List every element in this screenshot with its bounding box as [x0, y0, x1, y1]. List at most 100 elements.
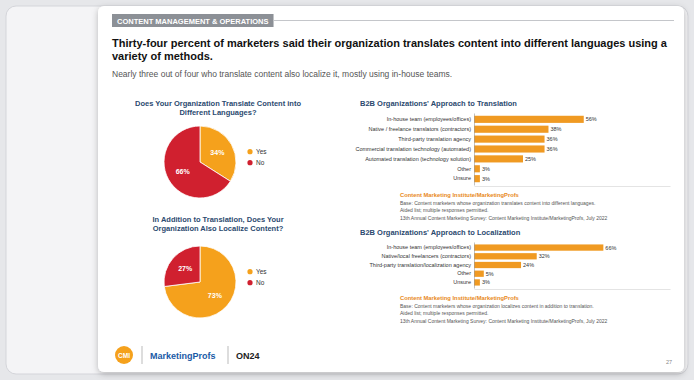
page-title: Thirty-four percent of marketers said th…	[112, 37, 668, 62]
tick-label: Automated translation (technology soluti…	[365, 156, 471, 162]
data-label: 32%	[539, 253, 550, 259]
page	[98, 6, 684, 372]
tick: In-house team (employees/offices)	[387, 244, 471, 250]
data-label: 34%	[210, 149, 225, 156]
chart-root: CONTENT MANAGEMENT & OPERATIONS Thirty-fo…	[0, 0, 694, 380]
note: 13th Annual Content Marketing Survey: Co…	[400, 215, 608, 221]
legend: Yes No	[247, 148, 267, 166]
tick-label: Third-party translation agency	[398, 136, 471, 142]
bar	[474, 271, 484, 277]
data-label: 5%	[486, 271, 494, 277]
text-line: Does Your Organization Translate Content…	[135, 99, 301, 108]
tick: Native/local freelancers (contractors)	[381, 253, 471, 259]
y-axis: In-house team (employees/offices) Native …	[355, 114, 474, 186]
legend-label: No	[256, 159, 265, 166]
logo-divider	[142, 346, 143, 364]
bar	[474, 165, 480, 172]
data-label: 3%	[482, 166, 490, 172]
text-line: Organization Also Localize Content?	[153, 224, 284, 233]
legend-label: Yes	[256, 148, 267, 155]
source: Content Marketing Institute/MarketingPro…	[400, 192, 519, 198]
data-label: 3%	[482, 279, 490, 285]
slices: 34%66%	[164, 126, 236, 198]
data-labels: 56% 38% 36% 36% 25% 3% 3%	[482, 116, 597, 181]
tick-label: Other	[457, 166, 471, 172]
note: Base: Content marketers whose organizati…	[400, 200, 595, 206]
tick: Third-party translation agency	[398, 136, 471, 142]
bar	[474, 262, 521, 268]
legend-swatch	[247, 280, 252, 285]
tick-label: In-house team (employees/offices)	[387, 116, 471, 122]
tick-label: Unsure	[453, 279, 471, 285]
bars	[474, 244, 603, 285]
back-card	[6, 6, 688, 374]
tick: Automated translation (technology soluti…	[365, 156, 471, 162]
chart-title: In Addition to Translation, Does YourOrg…	[152, 215, 283, 233]
bar	[474, 126, 548, 133]
legend-label: No	[256, 279, 265, 286]
pie-slice	[164, 246, 200, 287]
data-label: 25%	[525, 156, 536, 162]
note: Aided list; multiple responses permitted…	[400, 310, 488, 316]
tick: Unsure	[453, 175, 471, 181]
note: Base: Content marketers whose organizati…	[400, 303, 594, 309]
chart-title: Does Your Organization Translate Content…	[135, 99, 301, 117]
bar	[474, 244, 603, 250]
page-number: 27	[666, 359, 672, 365]
axis-line	[475, 186, 671, 187]
note: Aided list; multiple responses permitted…	[400, 207, 488, 213]
data-label: 66%	[605, 245, 616, 251]
legend: Yes No	[247, 268, 267, 286]
section-header: CONTENT MANAGEMENT & OPERATIONS	[117, 17, 269, 26]
data-label: 24%	[523, 262, 534, 268]
data-label: 73%	[208, 292, 223, 299]
tick: Third-party translation/localization age…	[370, 262, 472, 268]
tick-label: Third-party translation/localization age…	[370, 262, 472, 268]
bar	[474, 175, 480, 182]
tick: Other	[457, 166, 471, 172]
bar	[474, 145, 545, 152]
legend-swatch	[247, 269, 252, 274]
data-label: 3%	[482, 176, 490, 182]
chart-title: B2B Organizations' Approach to Translati…	[360, 99, 517, 108]
bars	[474, 116, 584, 182]
tick: Other	[457, 270, 471, 276]
tick: In-house team (employees/offices)	[387, 116, 471, 122]
page-svg: CONTENT MANAGEMENT & OPERATIONS Thirty-fo…	[0, 0, 694, 380]
pie-slice	[164, 246, 236, 318]
data-label: 36%	[547, 136, 558, 142]
footer: CMIMarketingProfsON2427	[115, 346, 672, 365]
legend-label: Yes	[256, 268, 267, 275]
bar-chart: B2B Organizations' Approach to Localizat…	[360, 228, 671, 324]
axis-line	[475, 289, 671, 290]
tick-label: In-house team (employees/offices)	[387, 244, 471, 250]
tick-label: Native / freelance translators (contract…	[369, 126, 472, 132]
legend-swatch	[247, 149, 252, 154]
page-subtitle: Nearly three out of four who translate c…	[112, 69, 452, 79]
tick: Unsure	[453, 279, 471, 285]
data-label: 38%	[550, 126, 561, 132]
bar	[474, 253, 537, 259]
data-labels: 66% 32% 24% 5% 3%	[482, 245, 617, 286]
chart-title: B2B Organizations' Approach to Localizat…	[360, 228, 521, 237]
logo-divider	[228, 346, 229, 364]
data-label: 56%	[586, 116, 597, 122]
tick-label: Native/local freelancers (contractors)	[381, 253, 471, 259]
note: 13th Annual Content Marketing Survey: Co…	[400, 318, 608, 324]
bar-chart: B2B Organizations' Approach to Translati…	[355, 99, 670, 221]
text-line: Thirty-four percent of marketers said th…	[112, 37, 668, 49]
pie-chart: In Addition to Translation, Does YourOrg…	[152, 215, 283, 318]
bar	[474, 136, 545, 143]
tick: Native / freelance translators (contract…	[369, 126, 472, 132]
data-label: 36%	[547, 146, 558, 152]
text-line: variety of methods.	[112, 50, 213, 62]
section-band	[112, 14, 274, 27]
y-axis: In-house team (employees/offices) Native/…	[370, 243, 475, 289]
source: Content Marketing Institute/MarketingPro…	[400, 295, 519, 301]
section-rule	[274, 20, 674, 21]
text-line: Different Languages?	[179, 108, 257, 117]
data-label: 27%	[178, 265, 193, 272]
tick: Commercial translation technology (autom…	[355, 146, 471, 152]
text-line: In Addition to Translation, Does Your	[152, 215, 283, 224]
logo: CMI	[118, 352, 130, 359]
